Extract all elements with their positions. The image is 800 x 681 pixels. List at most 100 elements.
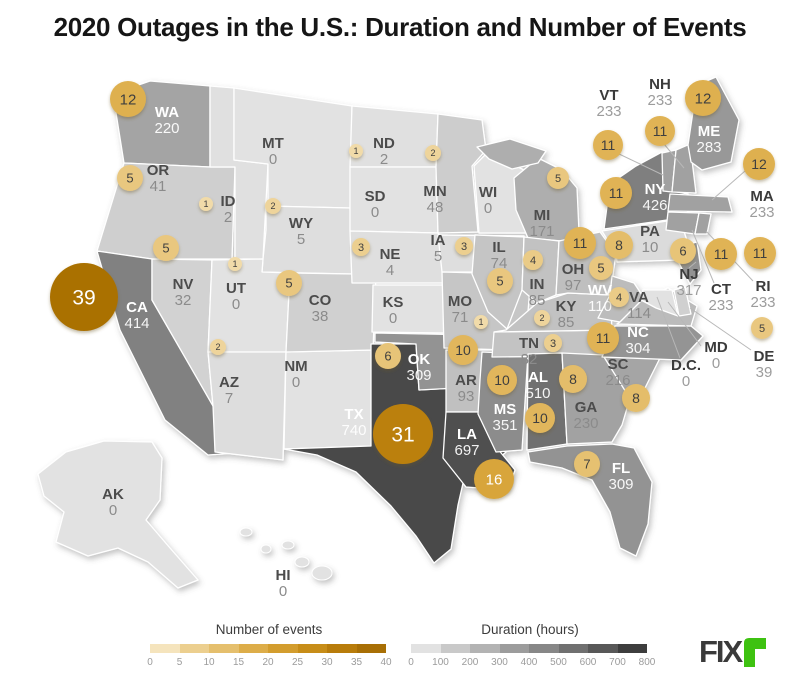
event-circle-MN — [425, 145, 441, 161]
state-duration-NY: 426 — [642, 197, 667, 214]
legend-duration-color-ramp — [411, 644, 647, 653]
state-abbr-LA: LA — [457, 426, 477, 443]
event-circles — [50, 80, 776, 499]
event-count-MS: 10 — [494, 372, 510, 388]
event-count-NJ: 6 — [679, 244, 686, 259]
state-abbr-ME: ME — [698, 123, 721, 140]
event-count-FL: 7 — [583, 457, 590, 472]
state-abbr-D.C.: D.C. — [671, 357, 701, 374]
event-circle-CT — [705, 238, 737, 270]
legend-tick-events-7: 35 — [350, 657, 363, 668]
state-duration-HI: 0 — [279, 583, 287, 600]
legend-swatch-events-2 — [209, 644, 239, 653]
state-shape-UT — [207, 258, 291, 353]
event-circle-CA — [50, 263, 118, 331]
legend-tick-duration-7: 700 — [609, 657, 626, 668]
event-circle-AL — [525, 403, 555, 433]
state-abbr-CO: CO — [309, 292, 332, 309]
state-duration-AZ: 7 — [225, 390, 233, 407]
state-abbr-CT: CT — [711, 281, 731, 298]
state-shape-AK — [37, 440, 199, 589]
legend-swatch-events-0 — [150, 644, 180, 653]
fixr-logo-r-glyph — [744, 638, 767, 667]
state-duration-WA: 220 — [154, 120, 179, 137]
event-count-OR: 5 — [126, 171, 133, 186]
state-abbr-FL: FL — [612, 460, 630, 477]
legend-tick-duration-4: 400 — [520, 657, 538, 668]
event-count-VA: 4 — [616, 292, 622, 304]
legend-duration-ticks: 0 100 200 300 400 500 600 700 800 — [408, 657, 655, 669]
event-circle-CO — [276, 270, 302, 296]
event-count-MA: 12 — [751, 156, 767, 172]
state-abbr-NC: NC — [627, 324, 649, 341]
state-abbr-NM: NM — [284, 358, 307, 375]
state-abbr-MD: MD — [704, 339, 727, 356]
event-count-KY: 2 — [539, 313, 544, 323]
state-duration-PA: 10 — [642, 239, 659, 256]
state-duration-AK: 0 — [109, 502, 117, 519]
legend-events-ticks: 0 5 10 15 20 25 30 35 40 — [147, 657, 391, 669]
event-count-DE: 5 — [759, 323, 765, 335]
legend-tick-events-8: 40 — [380, 657, 392, 668]
event-circle-GA — [559, 365, 587, 393]
event-count-ID: 1 — [203, 199, 208, 209]
state-duration-IN: 85 — [529, 292, 546, 309]
legend-swatch-duration-3 — [499, 644, 529, 653]
state-duration-VT: 233 — [596, 103, 621, 120]
legend-tick-events-6: 30 — [321, 657, 333, 668]
event-circle-UT — [228, 257, 242, 271]
event-count-IL: 5 — [496, 274, 503, 289]
event-circle-WY — [265, 198, 281, 214]
event-circle-AR — [448, 335, 478, 365]
event-count-GA: 8 — [569, 371, 577, 387]
state-abbr-OR: OR — [147, 162, 170, 179]
state-duration-MS: 351 — [492, 417, 517, 434]
legend-swatch-duration-5 — [558, 644, 588, 653]
state-duration-RI: 233 — [750, 294, 775, 311]
state-duration-AR: 93 — [458, 388, 475, 405]
state-duration-MO: 71 — [452, 309, 469, 326]
state-abbr-KS: KS — [383, 294, 404, 311]
state-abbr-VT: VT — [599, 87, 618, 104]
event-count-LA: 16 — [486, 471, 503, 488]
state-abbr-NV: NV — [173, 276, 194, 293]
legend-tick-events-2: 10 — [203, 657, 215, 668]
page-title: 2020 Outages in the U.S.: Duration and N… — [53, 12, 747, 42]
event-count-CA: 39 — [72, 287, 95, 310]
legend-tick-duration-8: 800 — [638, 657, 656, 668]
state-duration-ID: 2 — [224, 209, 232, 226]
event-circle-NC — [587, 322, 619, 354]
legend-number-of-events: Number of events 0 5 10 15 20 25 30 35 40 — [147, 622, 391, 669]
event-count-WA: 12 — [120, 91, 137, 108]
state-duration-OR: 41 — [150, 178, 167, 195]
state-duration-SD: 0 — [371, 204, 379, 221]
event-circle-OR — [117, 165, 143, 191]
event-circle-NE — [352, 238, 370, 256]
state-duration-NE: 4 — [386, 262, 394, 279]
legend-swatch-duration-4 — [529, 644, 559, 653]
event-circle-KY — [534, 310, 550, 326]
event-count-TN: 3 — [550, 338, 556, 350]
legend-swatch-duration-7 — [617, 644, 647, 653]
legend-swatch-duration-6 — [588, 644, 618, 653]
event-circle-RI — [744, 237, 776, 269]
state-abbr-NH: NH — [649, 76, 671, 93]
legend-tick-duration-3: 300 — [491, 657, 508, 668]
event-circle-SC — [622, 384, 650, 412]
state-shape-HI — [311, 565, 333, 581]
event-count-AL: 10 — [532, 410, 548, 426]
legend-swatch-events-7 — [356, 644, 386, 653]
legend-tick-events-5: 25 — [291, 657, 304, 668]
event-circle-OH — [564, 227, 596, 259]
state-duration-MI: 171 — [529, 223, 554, 240]
legend-swatch-duration-0 — [411, 644, 441, 653]
state-abbr-AK: AK — [102, 486, 124, 503]
legend-events-color-ramp — [150, 644, 386, 653]
event-circle-FL — [574, 451, 600, 477]
event-count-NY: 11 — [609, 185, 624, 201]
state-duration-IL: 74 — [491, 255, 508, 272]
event-count-RI: 11 — [753, 245, 768, 261]
event-circle-NH — [645, 116, 675, 146]
state-abbr-AR: AR — [455, 372, 477, 389]
